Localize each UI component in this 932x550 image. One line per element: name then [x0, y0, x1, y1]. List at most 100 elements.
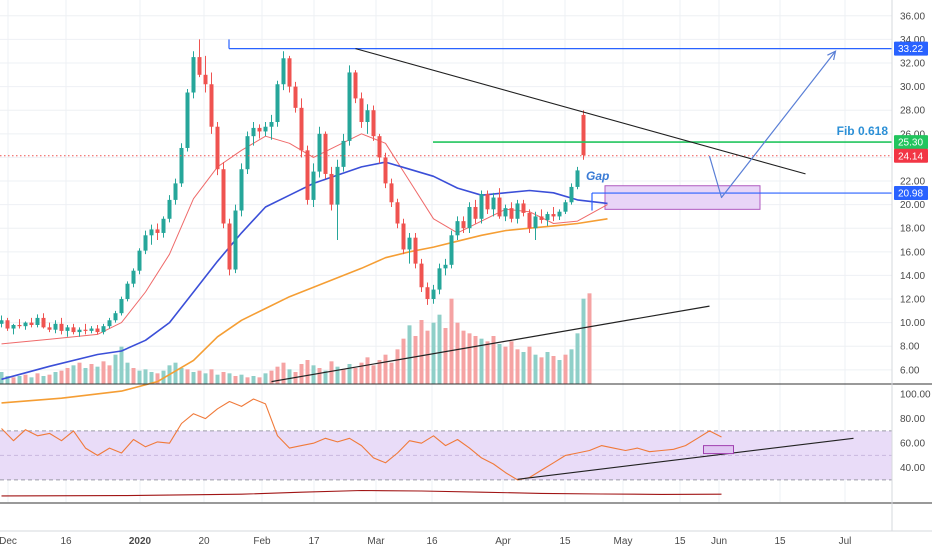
candle-body	[341, 140, 346, 167]
candle-body	[167, 199, 172, 219]
candle-body	[113, 313, 118, 321]
time-tick-label: 15	[674, 536, 686, 547]
volume-bar	[173, 362, 178, 384]
price-tick-label: 32.00	[900, 59, 925, 70]
candle-body	[581, 114, 586, 156]
volume-bar	[143, 369, 148, 384]
candle-body	[479, 194, 484, 219]
volume-bar	[245, 377, 250, 384]
volume-bar	[83, 368, 88, 384]
time-tick-label: Dec	[0, 536, 17, 547]
volume-bar	[467, 333, 472, 384]
volume-bar	[203, 373, 208, 384]
price-tick-label: 26.00	[900, 129, 925, 140]
candlesticks	[0, 39, 586, 337]
candle-body	[401, 223, 406, 250]
gap-zone-box	[604, 185, 761, 210]
volume-bar	[347, 364, 352, 384]
candle-body	[269, 122, 274, 127]
price-tag-label: 33.22	[898, 44, 923, 55]
volume-bar	[521, 352, 526, 384]
candle-body	[509, 208, 514, 219]
volume-bar	[125, 362, 130, 384]
volume-bar	[119, 346, 124, 384]
volume-bar	[65, 368, 70, 384]
candle-body	[71, 327, 76, 333]
volume-bar	[323, 370, 328, 384]
candle-body	[305, 150, 310, 200]
volume-bar	[233, 376, 238, 384]
candle-body	[95, 328, 100, 333]
volume-bar	[563, 354, 568, 384]
volume-bar	[113, 354, 118, 384]
candle-body	[311, 171, 316, 200]
price-tag-label: 25.30	[898, 138, 923, 149]
time-tick-label: Feb	[253, 536, 271, 547]
price-tag-label: 24.14	[898, 151, 923, 162]
candle-body	[275, 84, 280, 123]
price-tick-label: 8.00	[900, 342, 920, 353]
volume-bar	[413, 336, 418, 384]
volume-bar	[407, 325, 412, 384]
fib-level-label: Fib 0.618	[837, 124, 889, 138]
candle-body	[437, 268, 442, 290]
candle-body	[317, 133, 322, 172]
volume-bar	[533, 354, 538, 384]
price-tick-label: 6.00	[900, 365, 920, 376]
volume-bar	[359, 362, 364, 384]
price-tag	[894, 186, 928, 201]
oscillator-line	[1, 489, 722, 497]
time-tick-label: 16	[60, 536, 72, 547]
volume-bar	[47, 374, 52, 384]
projection-path	[708, 50, 836, 199]
price-tick-label: 36.00	[900, 11, 925, 22]
oscillator-panel	[0, 398, 892, 497]
volume-bar	[95, 366, 100, 384]
oscillator-zone-box	[703, 445, 734, 455]
candle-body	[323, 133, 328, 174]
oscillator-line	[1, 398, 722, 481]
price-tick-label: 28.00	[900, 106, 925, 117]
candle-body	[299, 107, 304, 151]
candle-body	[197, 57, 202, 75]
candle-body	[221, 169, 226, 224]
candle-body	[179, 147, 184, 184]
volume-trend-line	[271, 305, 710, 383]
volume-bar	[227, 373, 232, 384]
candle-body	[545, 214, 550, 220]
price-tick-label: 34.00	[900, 35, 925, 46]
volume-bar	[581, 298, 586, 384]
volume-bar	[287, 369, 292, 384]
candle-body	[83, 329, 88, 331]
candle-body	[245, 136, 250, 170]
candle-body	[533, 216, 538, 229]
candle-body	[389, 183, 394, 203]
volume-bar	[59, 370, 64, 384]
candle-body	[107, 320, 112, 327]
candle-body	[125, 283, 130, 300]
candle-body	[263, 126, 268, 132]
candle-body	[287, 58, 292, 87]
volume-bar	[389, 362, 394, 384]
candle-body	[239, 169, 244, 211]
volume-bar	[35, 373, 40, 384]
candle-body	[227, 223, 232, 270]
oscillator-trend-line	[517, 437, 854, 480]
volume-bar	[455, 322, 460, 384]
volume-bar	[545, 352, 550, 384]
volume-bar	[491, 336, 496, 384]
oscillator-tick-label: 60.00	[900, 439, 925, 450]
candle-body	[191, 57, 196, 93]
volume-bar	[209, 369, 214, 384]
candle-body	[185, 92, 190, 148]
candle-body	[497, 197, 502, 217]
time-tick-label: 2020	[129, 536, 152, 547]
volume-bar	[269, 370, 274, 384]
volume-bar	[5, 376, 10, 384]
volume-bar	[89, 364, 94, 384]
volume-bar	[155, 373, 160, 384]
volume-bar	[329, 361, 334, 384]
price-tag	[894, 135, 928, 150]
candle-body	[515, 203, 520, 219]
